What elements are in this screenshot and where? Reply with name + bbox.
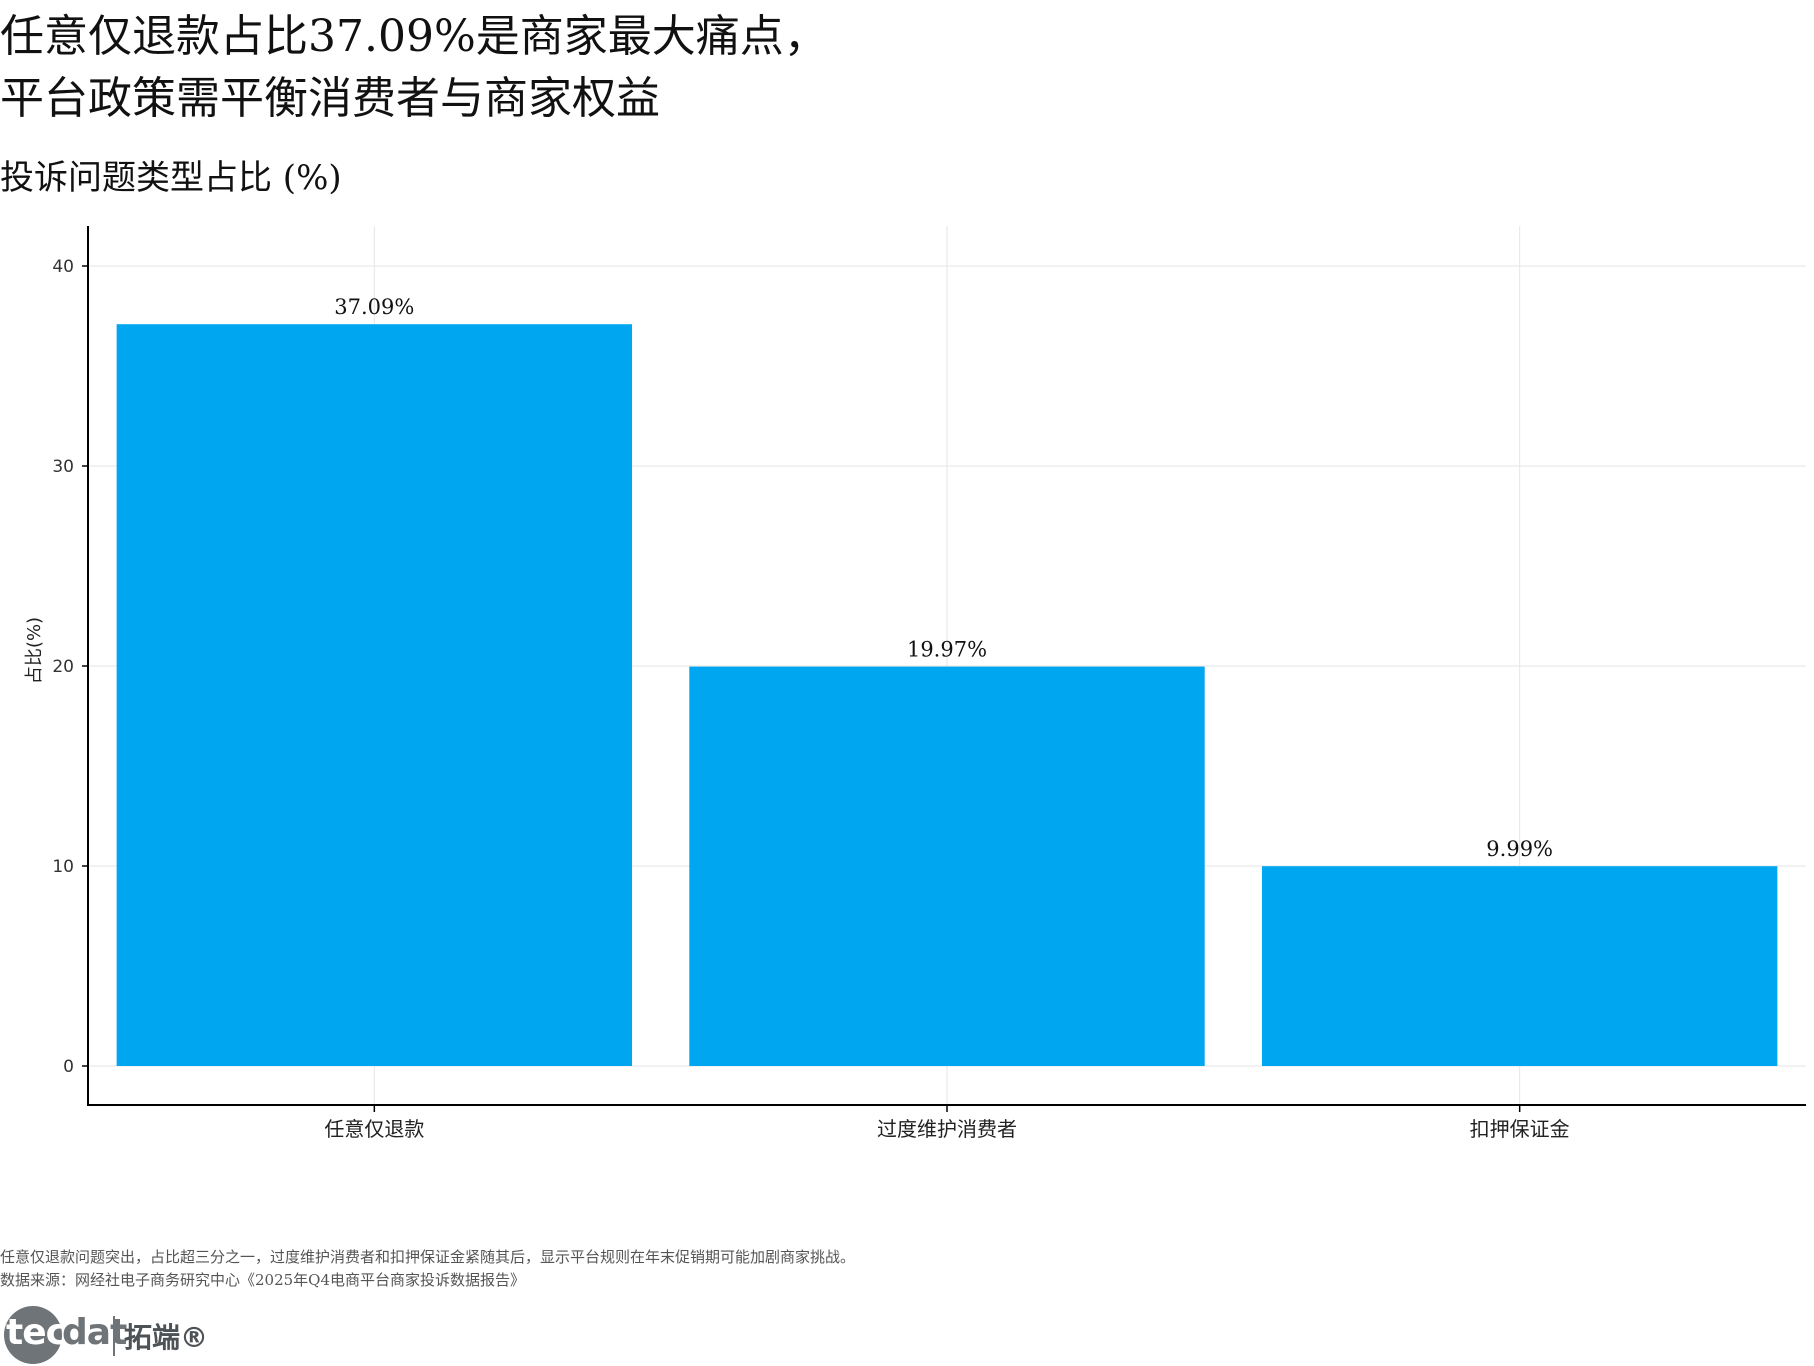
x-tick-label: 任意仅退款 — [324, 1117, 424, 1141]
data-label: 19.97% — [907, 638, 987, 662]
title-line-1: 任意仅退款占比37.09%是商家最大痛点， — [0, 11, 828, 62]
y-tick-label: 20 — [52, 657, 74, 677]
chart-subtitle: 投诉问题类型占比 (%) — [0, 158, 342, 198]
logo-text-tec: tec — [6, 1312, 67, 1353]
bar — [689, 666, 1205, 1066]
bar-chart: 37.09% 19.97% 9.99% 0 10 20 30 40 任意仅退款 过度维护消费者 扣押… — [24, 226, 1806, 1141]
y-tick-label: 10 — [52, 857, 74, 877]
tecdat-logo: tec dat 拓端® — [0, 1306, 240, 1366]
bar — [116, 324, 633, 1066]
y-axis-title: 占比(%) — [24, 617, 45, 684]
logo-circle — [4, 1306, 62, 1364]
data-label: 37.09% — [334, 295, 414, 319]
footnotes: 任意仅退款问题突出，占比超三分之一，过度维护消费者和扣押保证金紧随其后，显示平台… — [0, 1246, 855, 1292]
y-tick-label: 0 — [63, 1057, 74, 1077]
chart-title: 任意仅退款占比37.09%是商家最大痛点， 平台政策需平衡消费者与商家权益 — [0, 6, 1780, 130]
footnote-summary: 任意仅退款问题突出，占比超三分之一，过度维护消费者和扣押保证金紧随其后，显示平台… — [0, 1248, 856, 1266]
title-line-2: 平台政策需平衡消费者与商家权益 — [0, 73, 660, 124]
logo-divider — [113, 1316, 115, 1356]
x-tick-label: 过度维护消费者 — [877, 1117, 1017, 1141]
y-tick-label: 40 — [52, 257, 74, 277]
footnote-source: 数据来源：网经社电子商务研究中心《2025年Q4电商平台商家投诉数据报告》 — [0, 1271, 526, 1289]
y-tick-label: 30 — [52, 457, 74, 477]
x-tick-label: 扣押保证金 — [1470, 1117, 1570, 1141]
data-label: 9.99% — [1486, 837, 1553, 861]
logo-text-dat: dat — [62, 1312, 127, 1353]
logo-text-cn: 拓端® — [124, 1321, 209, 1354]
bar — [1261, 866, 1778, 1066]
